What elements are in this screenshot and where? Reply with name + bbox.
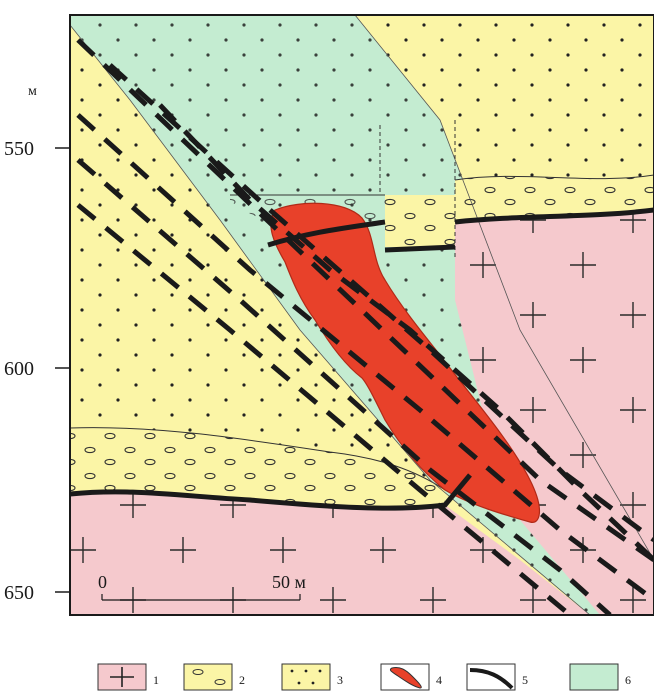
scale-bar: 0 50 м (98, 572, 306, 601)
cross-pink-icon (110, 667, 134, 687)
dots-yellow-icon (290, 669, 322, 685)
fault-lines (76, 38, 654, 615)
depth-tick-550: 550 (4, 138, 34, 160)
oval-yellow-icon (192, 669, 204, 675)
legend-item-3: 3 (281, 663, 343, 691)
contact-line-right (454, 207, 654, 225)
red-body-icon (389, 667, 422, 689)
svg-text:6: 6 (625, 673, 631, 687)
scale-end: 50 м (272, 572, 306, 592)
svg-text:4: 4 (436, 673, 442, 687)
depth-axis: м 550 600 650 (4, 84, 70, 604)
legend: 1 2 3 4 5 6 (97, 663, 631, 691)
thick-line-icon (469, 668, 514, 690)
svg-text:3: 3 (337, 673, 343, 687)
depth-tick-650: 650 (4, 582, 34, 604)
svg-text:1: 1 (153, 673, 159, 687)
section-frame (69, 14, 654, 616)
ore-body (270, 202, 540, 523)
contact-line-left (70, 473, 472, 511)
svg-text:2: 2 (239, 673, 245, 687)
legend-item-5: 5 (466, 663, 528, 691)
depth-tick-600: 600 (4, 358, 34, 380)
legend-item-4: 4 (380, 663, 442, 691)
depth-unit: м (28, 84, 37, 99)
legend-item-6: 6 (569, 663, 631, 691)
legend-item-2: 2 (183, 663, 245, 691)
scale-start: 0 (98, 572, 107, 592)
svg-text:5: 5 (522, 673, 528, 687)
green-fill-icon (569, 663, 619, 691)
legend-item-1: 1 (97, 663, 159, 691)
